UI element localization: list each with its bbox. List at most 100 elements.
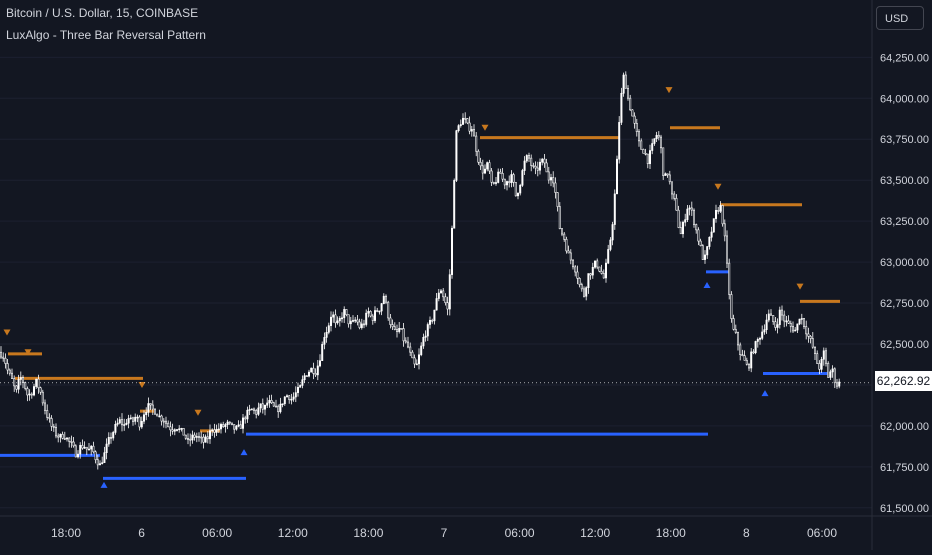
price-axis[interactable]: 61,500.00 61,750.00 62,000.00 62,500.00 62,7… (880, 52, 929, 514)
candle-body (635, 123, 638, 132)
candle-body (734, 329, 737, 333)
candle-body (323, 337, 326, 345)
bearish-triangle-marker (194, 409, 202, 416)
candle-body (679, 227, 682, 235)
candle-body (294, 392, 297, 398)
price-tick-label: 64,250.00 (880, 52, 929, 64)
candle-body (461, 117, 464, 125)
candle-body (816, 353, 819, 364)
candle-body (52, 426, 55, 428)
candle-body (171, 429, 174, 432)
candle-body (697, 229, 700, 242)
candle-body (552, 177, 555, 184)
candle-body (736, 332, 739, 346)
candle-body (580, 284, 583, 290)
pattern-markers (0, 87, 872, 488)
candle-body (167, 422, 170, 428)
candle-body (116, 422, 119, 425)
bearish-triangle-marker (3, 329, 11, 336)
candle-body (193, 434, 196, 438)
candle-body (589, 273, 592, 276)
candle-body (514, 181, 517, 197)
candle-body (92, 445, 95, 453)
candle-body (123, 424, 126, 426)
candle-body (195, 436, 198, 438)
candle-body (644, 152, 647, 155)
candle-body (466, 118, 469, 124)
candle-body (277, 405, 280, 413)
candle-body (147, 403, 150, 413)
symbol-title[interactable]: Bitcoin / U.S. Dollar, 15, COINBASE (6, 6, 199, 20)
candle-body (519, 184, 522, 194)
candle-body (136, 416, 139, 419)
candle-body (329, 316, 332, 326)
candle-body (719, 205, 722, 212)
candle-body (442, 290, 445, 298)
candle-body (776, 324, 779, 328)
candle-body (259, 403, 262, 409)
candle-body (829, 371, 832, 378)
candle-body (822, 350, 825, 360)
candle-body (206, 436, 209, 440)
candle-body (299, 385, 302, 388)
candle-body (362, 323, 365, 326)
candle-body (336, 320, 339, 324)
candle-body (149, 403, 152, 406)
candle-body (310, 367, 313, 373)
candle-body (30, 393, 33, 396)
candle-body (807, 333, 810, 337)
candle-body (4, 357, 7, 364)
candle-body (125, 422, 128, 425)
indicator-label[interactable]: LuxAlgo - Three Bar Reversal Pattern (6, 28, 206, 42)
candle-body (809, 336, 812, 339)
candle-body (303, 375, 306, 380)
candle-body (675, 198, 678, 211)
candle-body (629, 97, 632, 111)
candle-body (690, 207, 693, 211)
bearish-triangle-marker (138, 381, 146, 388)
candle-body (61, 433, 64, 439)
candle-body (88, 448, 91, 451)
candle-body (530, 157, 533, 166)
candle-body (187, 438, 190, 440)
candle-body (497, 171, 500, 183)
candle-body (140, 420, 143, 428)
candle-body (765, 319, 768, 330)
candle-body (455, 130, 458, 181)
candle-body (772, 315, 775, 323)
candle-body (802, 318, 805, 327)
candle-body (165, 420, 168, 424)
candle-body (54, 426, 57, 437)
time-axis[interactable]: 18:00 6 06:00 12:00 18:00 7 06:00 12:00 18:00 8 06… (51, 526, 837, 540)
candle-body (783, 314, 786, 322)
candle-body (231, 422, 234, 425)
candle-body (648, 150, 651, 164)
candle-body (752, 351, 755, 354)
candle-body (798, 318, 801, 325)
candle-body (13, 378, 16, 387)
candle-body (296, 386, 299, 393)
candle-body (57, 435, 60, 438)
candle-body (692, 209, 695, 225)
candle-body (732, 318, 735, 330)
candle-body (72, 441, 75, 447)
candle-body (19, 377, 22, 380)
candle-body (510, 174, 513, 184)
candle-body (250, 408, 253, 411)
candle-body (417, 354, 420, 365)
bearish-triangle-marker (481, 124, 489, 131)
candle-body (673, 193, 676, 199)
candle-body (101, 462, 104, 464)
currency-button[interactable]: USD (876, 6, 924, 30)
candle-body (563, 233, 566, 240)
price-tick-label: 62,750.00 (880, 298, 929, 310)
candle-body (248, 409, 251, 411)
candle-body (761, 331, 764, 339)
candle-body (415, 363, 418, 366)
candle-body (39, 387, 42, 393)
candle-body (712, 218, 715, 233)
candle-body (261, 403, 264, 410)
candle-body (411, 351, 414, 359)
